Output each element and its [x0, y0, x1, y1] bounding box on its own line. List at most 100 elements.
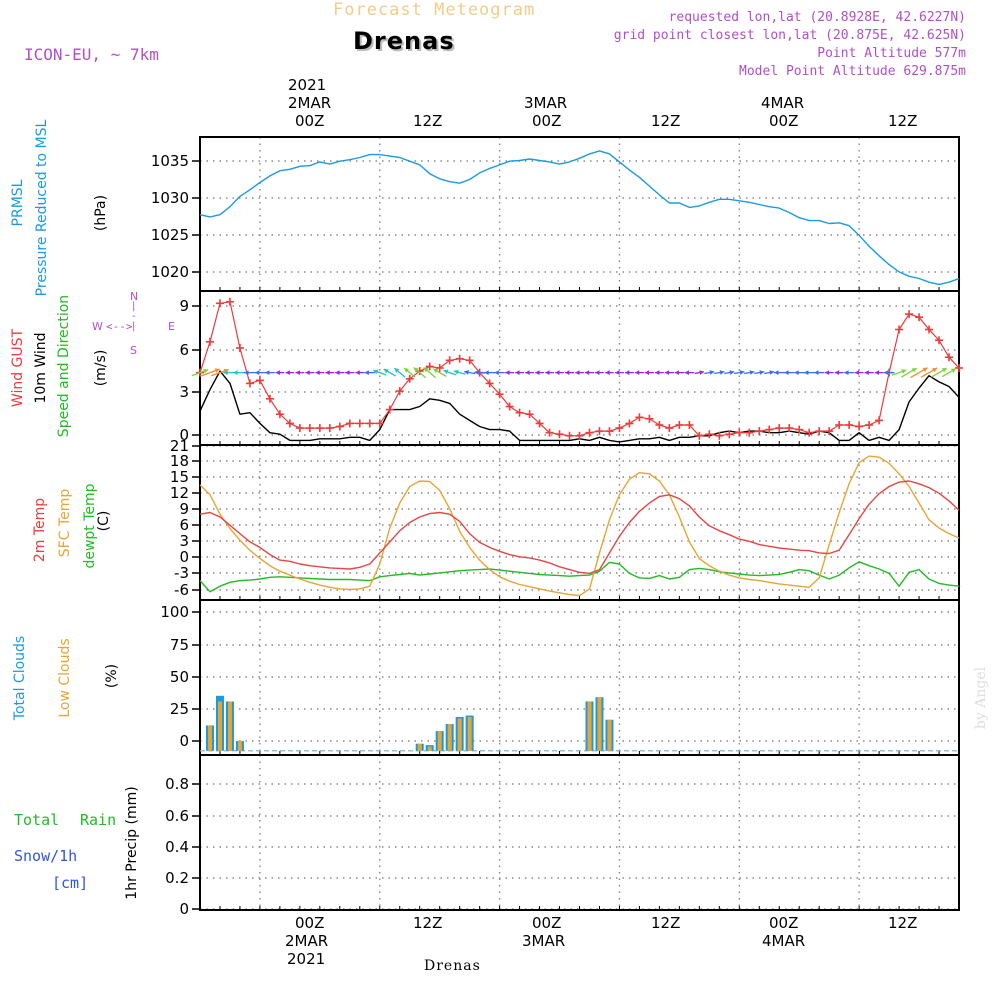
- wind-direction-arrow: [724, 370, 735, 375]
- gust-point-marker: [545, 428, 554, 437]
- gust-point-marker: [795, 425, 804, 434]
- wind-direction-arrow: [754, 370, 765, 375]
- wind-direction-arrow: [393, 367, 406, 378]
- wind-direction-arrow: [804, 370, 815, 376]
- top-time-12z-2: 12Z: [651, 112, 681, 130]
- bottom-time-00z-1: 00Z: [295, 914, 325, 932]
- model-label: ICON-EU, ~ 7km: [24, 45, 159, 64]
- y-tick-label: 6: [179, 516, 189, 534]
- gust-point-marker: [855, 422, 864, 431]
- wind-direction-arrow: [901, 367, 918, 378]
- gust-point-marker: [645, 414, 654, 423]
- wind-direction-arrow: [941, 368, 957, 378]
- wind-direction-arrow: [734, 370, 745, 375]
- gust-point-marker: [955, 364, 963, 372]
- wind-direction-arrow: [315, 370, 325, 376]
- gust-point-marker: [585, 428, 594, 437]
- wind-direction-arrow: [443, 369, 457, 376]
- wind-direction-arrow: [355, 370, 365, 376]
- wind-direction-arrow: [264, 370, 275, 376]
- wind-direction-arrow: [844, 370, 855, 376]
- wind-direction-arrow: [615, 370, 624, 376]
- gust-point-marker: [235, 343, 244, 352]
- gust-point-marker: [445, 356, 454, 365]
- model-altitude: Model Point Altitude 629.875m: [739, 64, 966, 79]
- gust-point-marker: [265, 394, 274, 403]
- wind-direction-arrow: [684, 370, 695, 376]
- low-clouds-bar: [207, 725, 212, 751]
- wind-direction-arrow: [545, 370, 554, 376]
- gust-point-marker: [305, 424, 314, 433]
- gust-point-marker: [905, 310, 914, 319]
- wind-direction-arrow: [595, 370, 604, 376]
- gust-point-marker: [815, 427, 824, 436]
- bottom-time-12z-3: 12Z: [888, 914, 918, 932]
- low-clouds-bar: [417, 743, 422, 751]
- gust-point-marker: [275, 410, 284, 419]
- low-clouds-bar: [237, 740, 242, 751]
- gust-point-marker: [695, 431, 704, 440]
- wind-direction-arrow: [824, 370, 834, 376]
- gust-point-marker: [605, 427, 614, 436]
- wind-direction-arrow: [254, 370, 265, 376]
- gust-point-marker: [895, 325, 904, 334]
- gust-point-marker: [555, 430, 564, 439]
- compass-west: W: [92, 320, 103, 333]
- bottom-date-2mar: 2MAR: [285, 932, 329, 950]
- sfc-temp-series-line: [199, 455, 960, 597]
- y-tick-label: 3: [179, 532, 189, 550]
- wind-direction-arrow: [891, 369, 907, 376]
- y-tick-label: 9: [179, 500, 189, 518]
- wind-direction-arrow: [413, 367, 427, 379]
- gust-point-marker: [295, 424, 304, 433]
- gust-point-marker: [435, 364, 444, 372]
- wind-direction-arrow: [794, 370, 805, 376]
- y-tick-label: 25: [170, 700, 189, 718]
- bottom-time-12z-2: 12Z: [651, 914, 681, 932]
- bottom-year-label: 2021: [287, 950, 326, 968]
- gust-point-marker: [225, 297, 234, 306]
- wind-direction-arrow: [714, 370, 725, 375]
- y-tick-label: 0: [179, 426, 189, 444]
- wind-direction-arrow: [345, 370, 355, 376]
- y-tick-label: 15: [170, 468, 189, 486]
- y-tick-label: 9: [179, 297, 189, 315]
- wind-direction-arrow: [535, 370, 544, 376]
- total-rain-label-total: Total: [14, 811, 60, 829]
- gust-point-marker: [805, 428, 814, 437]
- gust-point-marker: [575, 431, 584, 440]
- panel-5: 0 0.2 0.4 0.6 0.8: [165, 754, 960, 918]
- top-date-4mar: 4MAR: [761, 94, 805, 112]
- wind-direction-arrow: [403, 367, 416, 378]
- y-tick-label: 1020: [151, 263, 189, 281]
- wind-direction-arrow: [784, 370, 795, 376]
- gust-point-marker: [715, 431, 724, 440]
- gust-point-marker: [825, 427, 834, 436]
- temp-2m-series-line: [199, 480, 960, 575]
- gust-point-marker: [355, 419, 364, 428]
- panel-frame: [199, 599, 960, 756]
- low-clouds-bar: [467, 716, 472, 751]
- gust-point-marker: [535, 419, 544, 428]
- point-altitude: Point Altitude 577m: [817, 46, 966, 61]
- low-clouds-bar: [457, 718, 462, 751]
- total-rain-label-rain: Rain: [80, 811, 117, 829]
- y-tick-label: -6: [174, 581, 189, 599]
- gust-point-marker: [635, 413, 644, 422]
- gust-point-marker: [755, 427, 764, 436]
- low-clouds-bar: [587, 701, 592, 751]
- wind-direction-arrow: [432, 368, 447, 377]
- wind-direction-arrow: [644, 370, 655, 376]
- gust-point-marker: [315, 424, 324, 433]
- wind-direction-arrow: [564, 370, 575, 376]
- gust-point-marker: [615, 424, 624, 433]
- wind-direction-arrow: [704, 370, 715, 375]
- gust-point-marker: [765, 425, 774, 434]
- gust-point-marker: [865, 420, 874, 429]
- gust-point-marker: [945, 353, 954, 362]
- panel-4: 0 25 50 75 100: [160, 599, 960, 756]
- y-tick-label: 0.2: [165, 869, 189, 887]
- bottom-time-00z-3: 00Z: [769, 914, 799, 932]
- gust-point-marker: [345, 419, 354, 428]
